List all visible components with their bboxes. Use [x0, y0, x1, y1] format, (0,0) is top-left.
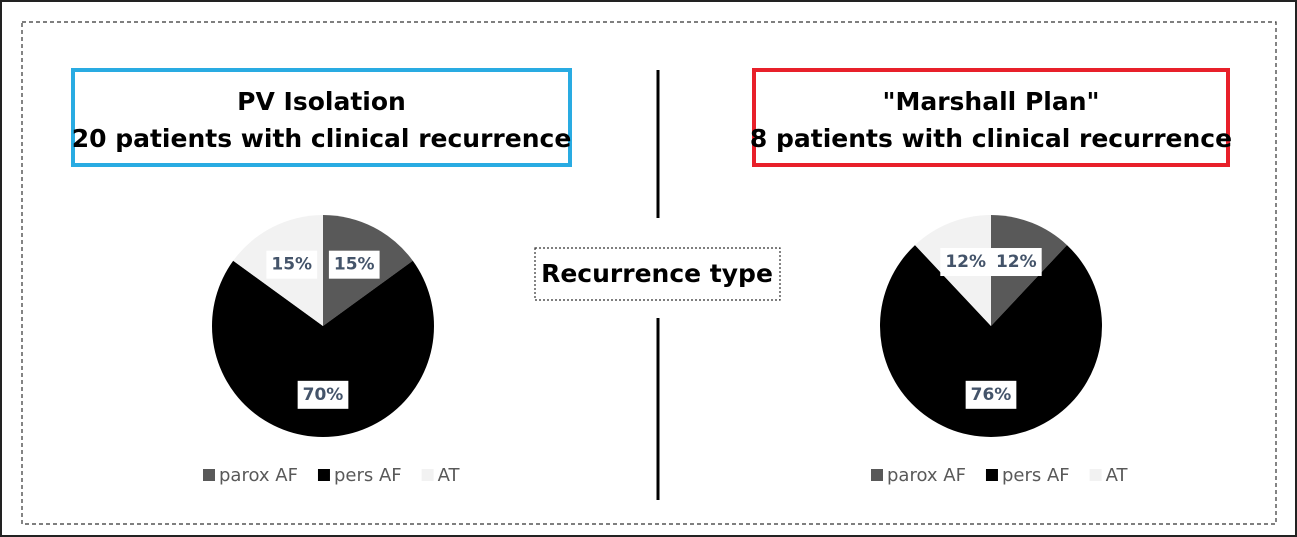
- title-box: [752, 68, 1230, 167]
- label-bg: [297, 380, 349, 409]
- label-bg: [990, 248, 1042, 277]
- chart-title: PV Isolation: [237, 87, 406, 116]
- legend-label: pers AF: [334, 465, 402, 486]
- legend-label: parox AF: [219, 465, 298, 486]
- dashed-border: [21, 21, 1277, 525]
- data-label: 70%: [303, 385, 344, 405]
- data-label: 76%: [971, 385, 1012, 405]
- data-label: 15%: [334, 255, 375, 275]
- legend-label: AT: [438, 465, 461, 486]
- pie-slice: [880, 245, 1102, 437]
- legend-label: parox AF: [887, 465, 966, 486]
- label-bg: [266, 250, 318, 279]
- legend-marker: [421, 469, 434, 481]
- label-bg: [328, 250, 380, 279]
- legend-label: AT: [1106, 465, 1129, 486]
- label-bg: [940, 248, 992, 277]
- data-label: 12%: [945, 252, 986, 272]
- legend-marker: [317, 469, 330, 481]
- chart-subtitle: 20 patients with clinical recurrence: [72, 124, 572, 153]
- legend-label: pers AF: [1002, 465, 1070, 486]
- title-box: [71, 68, 572, 167]
- data-label: 15%: [271, 255, 312, 275]
- chart-title: "Marshall Plan": [882, 87, 1099, 116]
- legend-marker: [871, 469, 883, 481]
- center-label-box: [534, 247, 781, 301]
- legend-marker: [1089, 469, 1102, 481]
- data-label: 12%: [996, 252, 1037, 272]
- chart-subtitle: 8 patients with clinical recurrence: [750, 124, 1232, 153]
- pie-slice: [212, 260, 434, 437]
- center-label: Recurrence type: [541, 259, 773, 288]
- legend-marker: [985, 469, 998, 481]
- label-bg: [965, 380, 1017, 409]
- legend-marker: [203, 469, 215, 481]
